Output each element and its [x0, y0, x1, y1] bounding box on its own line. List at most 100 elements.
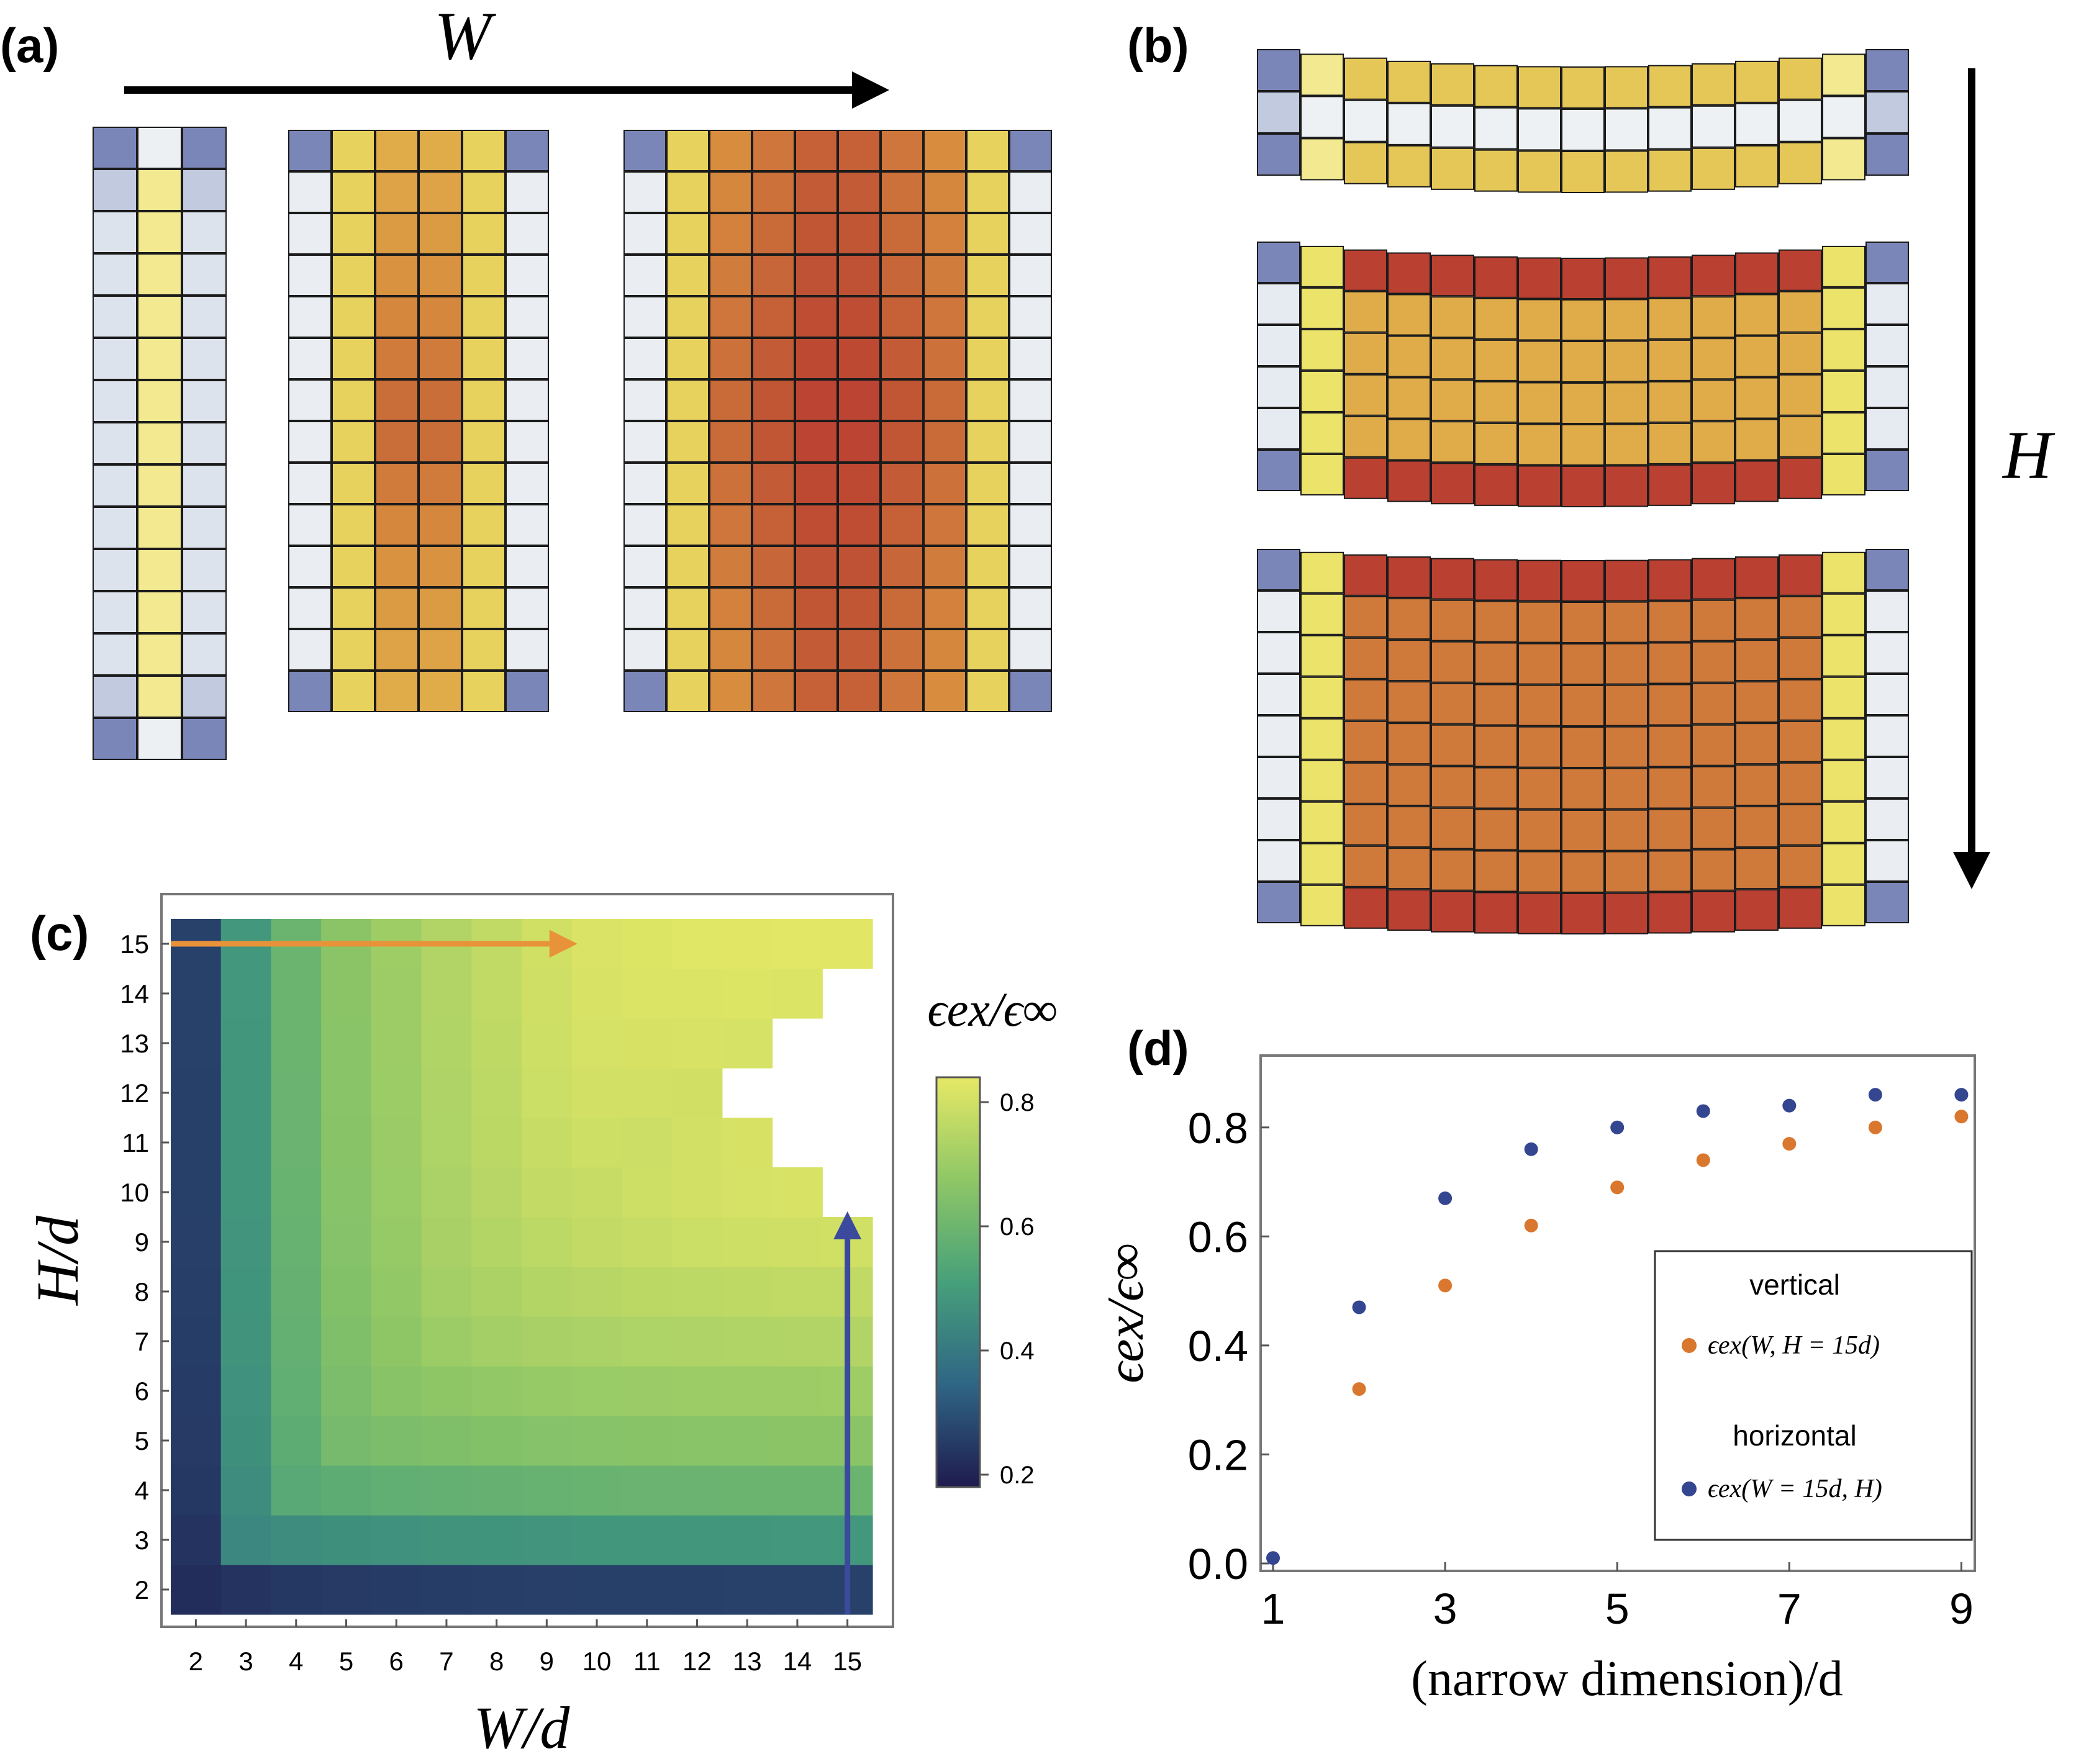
- lattice-cell: [623, 130, 666, 171]
- lattice-cell: [1605, 257, 1648, 299]
- lattice-cell: [137, 296, 182, 338]
- heatmap-cell: [522, 1416, 573, 1466]
- lattice-cell: [1344, 679, 1387, 721]
- lattice-cell: [1009, 671, 1052, 712]
- lattice-cell: [137, 464, 182, 507]
- colorbar-ticks: 0.2 0.4 0.6 0.8: [980, 1089, 1035, 1489]
- heatmap-cell: [421, 1316, 472, 1367]
- lattice-cell: [1822, 801, 1865, 843]
- lattice-cell: [1561, 685, 1605, 726]
- lattice-cell: [1561, 560, 1605, 602]
- lattice-cell: [1518, 423, 1561, 466]
- lattice-cell: [1779, 887, 1822, 929]
- lattice-cell: [1605, 684, 1648, 726]
- lattice-cell: [1344, 99, 1387, 142]
- lattice-cell: [1474, 256, 1518, 298]
- lattice-cell: [1561, 810, 1605, 851]
- lattice-cell: [1648, 339, 1692, 381]
- lattice-cell: [881, 171, 923, 213]
- lattice-cell: [419, 463, 462, 504]
- lattice-cell: [1692, 379, 1735, 422]
- heatmap-cell: [622, 1366, 673, 1416]
- lattice-cell: [1344, 803, 1387, 846]
- lattice-cell: [1518, 726, 1561, 768]
- lattice-cell: [1822, 245, 1865, 287]
- lattice-cell: [1257, 49, 1300, 91]
- lattice-cell: [505, 504, 549, 546]
- lattice-cell: [332, 629, 375, 671]
- scatter-point-vertical: [1782, 1137, 1797, 1151]
- lattice-cell: [93, 633, 137, 676]
- lattice-cell: [1257, 242, 1300, 283]
- lattice-cell: [1692, 599, 1735, 641]
- heatmap-cell: [371, 1068, 422, 1118]
- lattice-cell: [1431, 599, 1474, 641]
- lattice-cell: [505, 213, 549, 255]
- lattice-cell: [795, 130, 838, 171]
- heatmap-y-tick: 15: [120, 929, 149, 959]
- heatmap-cell: [321, 1515, 372, 1565]
- lattice-cell: [1822, 635, 1865, 677]
- heatmap-cell: [722, 1267, 773, 1317]
- lattice-cell: [1257, 882, 1300, 923]
- lattice-cell: [1605, 809, 1648, 851]
- lattice-cell: [462, 587, 505, 629]
- lattice-cell: [419, 130, 462, 171]
- lattice-cell: [1735, 102, 1779, 145]
- heatmap-cell: [421, 1465, 472, 1516]
- lattice-cell: [505, 130, 549, 171]
- lattice-cell: [1735, 848, 1779, 890]
- lattice-cell: [1387, 294, 1431, 336]
- heatmap-cell: [672, 1267, 723, 1317]
- lattice-cell: [709, 587, 752, 629]
- heatmap-x-tick: 13: [733, 1647, 762, 1676]
- heatmap-cell: [171, 1167, 222, 1218]
- lattice-cell: [1822, 287, 1865, 329]
- lattice-cell: [666, 379, 709, 421]
- lattice-cell: [881, 629, 923, 671]
- lattice-cell: [1518, 382, 1561, 424]
- scatter-x-tick: 5: [1605, 1585, 1630, 1633]
- lattice-cell: [1474, 339, 1518, 381]
- lattice-cell: [1692, 807, 1735, 849]
- lattice-cell: [1344, 887, 1387, 929]
- lattice-cell: [375, 504, 419, 546]
- lattice-cell: [1692, 338, 1735, 380]
- lattice-cell: [923, 504, 966, 546]
- lattice-cell: [666, 130, 709, 171]
- lattice-cell: [137, 169, 182, 211]
- lattice-cell: [709, 546, 752, 587]
- heatmap-cell: [371, 1316, 422, 1367]
- lattice-cell: [1822, 843, 1865, 885]
- heatmap-cell: [471, 1167, 522, 1218]
- lattice-cell: [332, 546, 375, 587]
- lattice-cell: [462, 504, 505, 546]
- heatmap-cell: [672, 1118, 723, 1168]
- heatmap-cell: [421, 1018, 472, 1069]
- lattice-cell: [137, 507, 182, 549]
- scatter-point-vertical: [1524, 1218, 1538, 1233]
- lattice-cell: [1692, 105, 1735, 148]
- lattice-cell: [752, 504, 795, 546]
- lattice-cell: [1865, 325, 1909, 366]
- lattice-cell: [1648, 464, 1692, 506]
- lattice-cell: [1561, 382, 1605, 424]
- lattice-cell: [623, 213, 666, 255]
- lattice-cell: [1648, 850, 1692, 892]
- scatter-ylabel: ϵex/ϵ∞: [1097, 1243, 1154, 1383]
- lattice-cell: [838, 171, 881, 213]
- heatmap-cell: [722, 1316, 773, 1367]
- lattice-cell: [1779, 762, 1822, 804]
- lattice-cell: [1300, 843, 1344, 885]
- heatmap-cell: [171, 1316, 222, 1367]
- heatmap-y-tick: 13: [120, 1029, 149, 1058]
- lattice-cell: [375, 421, 419, 463]
- heatmap-cell: [371, 1366, 422, 1416]
- scatter-point-vertical: [1438, 1278, 1453, 1293]
- heatmap-cell: [722, 1515, 773, 1565]
- lattice-cell: [709, 463, 752, 504]
- lattice-cell: [1561, 602, 1605, 643]
- lattice-cell: [1692, 641, 1735, 683]
- heatmap-x-tick: 3: [238, 1647, 253, 1676]
- lattice-cell: [1561, 726, 1605, 768]
